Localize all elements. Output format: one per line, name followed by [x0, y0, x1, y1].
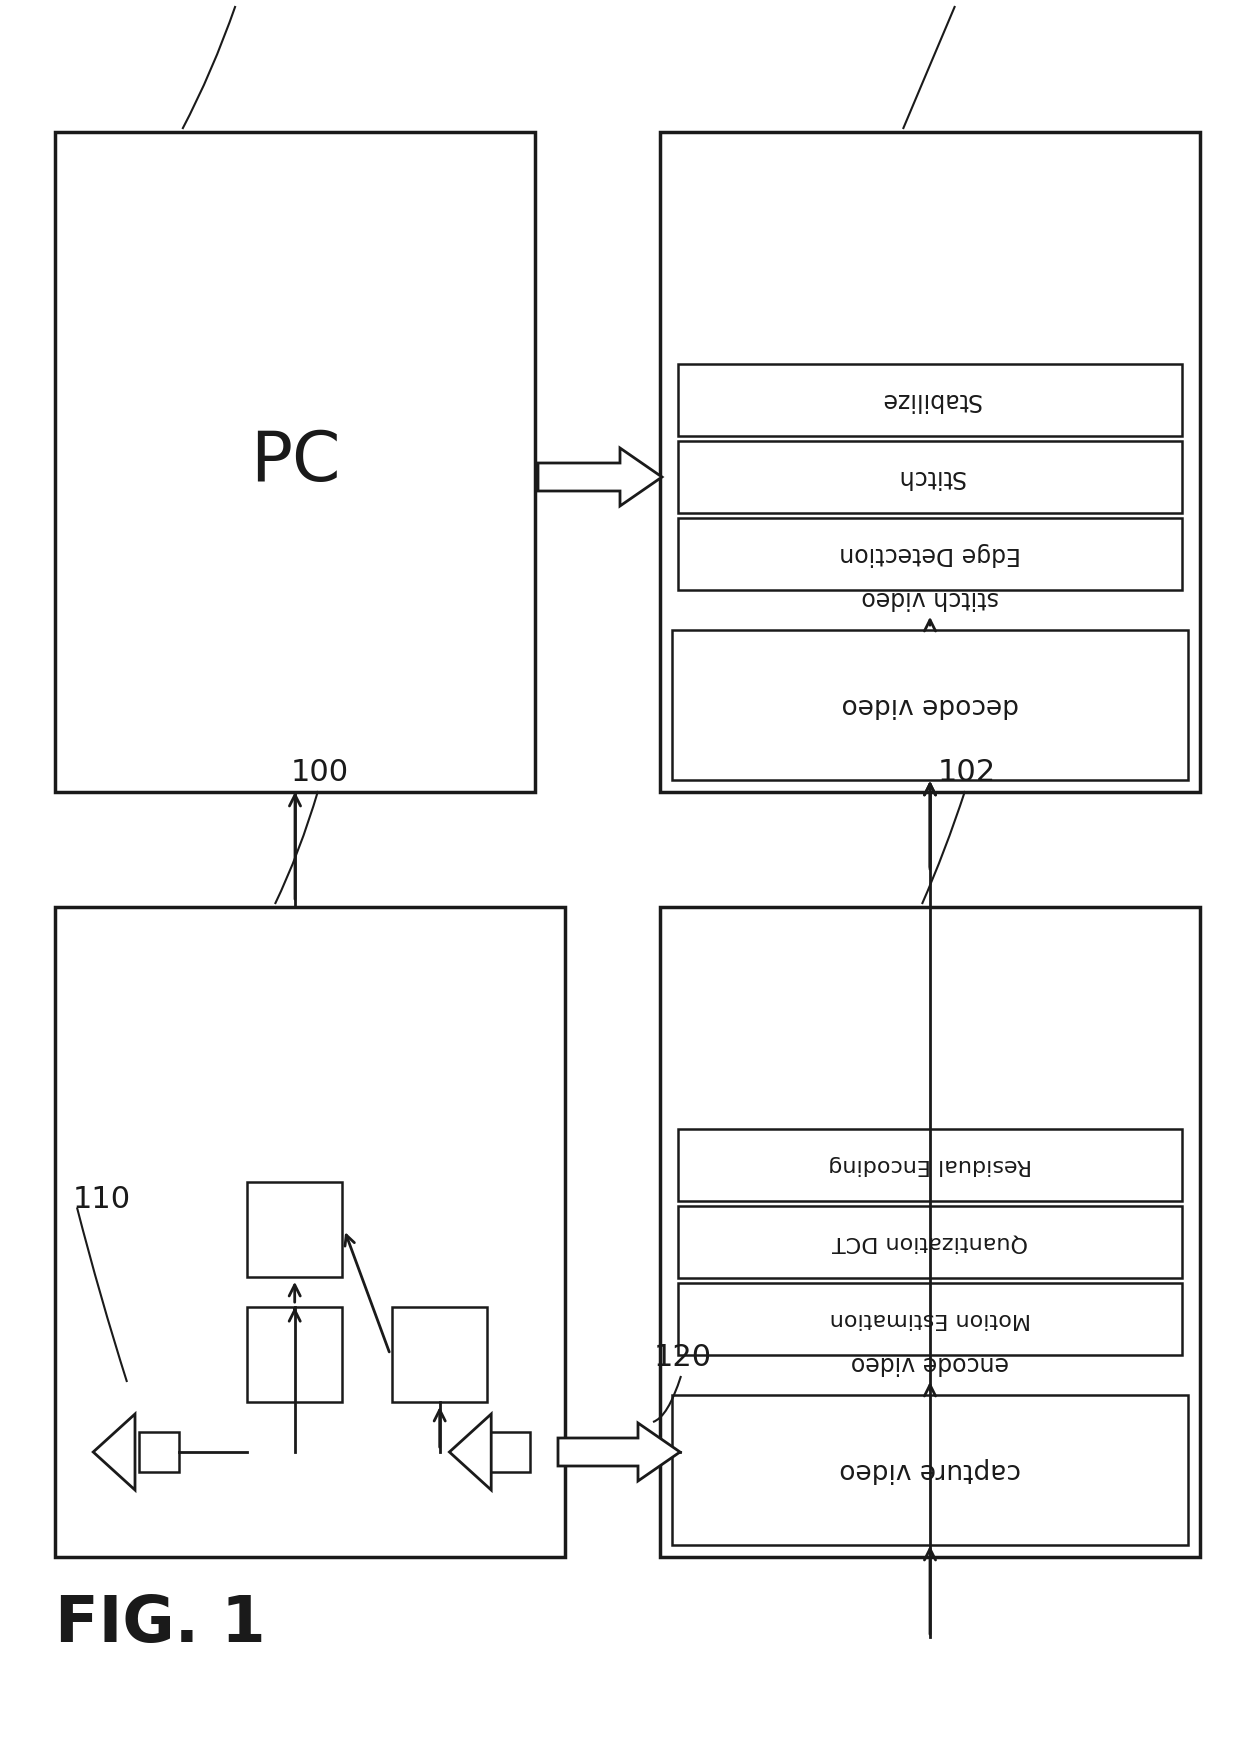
Bar	[678, 1128, 1182, 1202]
Text: Residual Encoding: Residual Encoding	[828, 1155, 1032, 1176]
Bar	[660, 908, 1200, 1558]
Text: capture video: capture video	[839, 1458, 1021, 1482]
Bar	[678, 442, 1182, 513]
Text: Stitch: Stitch	[895, 464, 965, 489]
Polygon shape	[93, 1414, 135, 1489]
Text: Edge Detection: Edge Detection	[839, 541, 1021, 566]
Bar	[247, 1183, 342, 1277]
Bar	[139, 1431, 179, 1472]
Text: 104: 104	[928, 0, 986, 2]
Text: decode video: decode video	[841, 692, 1019, 718]
Text: 120: 120	[208, 0, 267, 2]
Text: encode video: encode video	[851, 1351, 1009, 1375]
Text: Stabilize: Stabilize	[879, 387, 981, 412]
Text: 100: 100	[291, 759, 350, 787]
Bar	[678, 1282, 1182, 1354]
Polygon shape	[449, 1414, 491, 1489]
Text: 110: 110	[73, 1184, 131, 1214]
Text: FIG. 1: FIG. 1	[55, 1593, 265, 1656]
Bar	[672, 1395, 1188, 1545]
Text: Quantization DCT: Quantization DCT	[832, 1232, 1028, 1253]
Bar	[55, 131, 534, 792]
Bar	[490, 1431, 531, 1472]
Polygon shape	[558, 1423, 680, 1480]
Text: Motion Estimation: Motion Estimation	[830, 1309, 1030, 1330]
Bar	[247, 1307, 342, 1402]
Polygon shape	[538, 449, 662, 506]
Bar	[678, 519, 1182, 590]
Bar	[55, 908, 565, 1558]
Bar	[392, 1307, 487, 1402]
Text: stitch video: stitch video	[862, 585, 998, 610]
Text: 120: 120	[653, 1344, 712, 1372]
Text: 102: 102	[937, 759, 996, 787]
Bar	[672, 631, 1188, 780]
Bar	[660, 131, 1200, 792]
Bar	[678, 364, 1182, 436]
Bar	[678, 1205, 1182, 1277]
Text: PC: PC	[249, 429, 340, 496]
